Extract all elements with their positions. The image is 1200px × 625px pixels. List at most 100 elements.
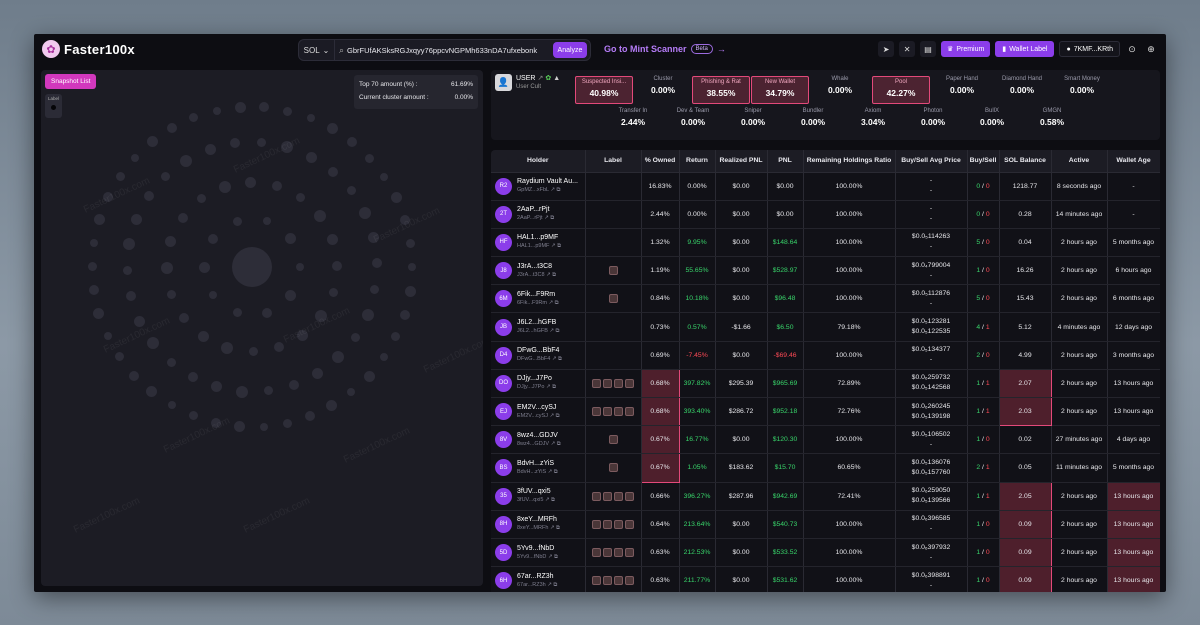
holder-bubble[interactable] (115, 172, 125, 182)
holder-name[interactable]: 2AaP...rPjt (517, 206, 550, 214)
holder-bubble[interactable] (212, 106, 221, 115)
settings-icon[interactable]: ⊙ (1128, 43, 1136, 54)
holder-bubble[interactable] (147, 136, 159, 148)
holder-bubble[interactable] (218, 180, 231, 193)
mint-scanner-link[interactable]: Go to Mint Scanner Beta → (604, 44, 726, 54)
label-tag-icon[interactable] (603, 378, 612, 388)
holder-bubble[interactable] (161, 172, 171, 181)
holder-name[interactable]: 8wz4...GDJV (517, 431, 558, 439)
holder-cell[interactable]: 6H 67ar...RZ3h 67ar...RZ3h ↗ ⧉ (491, 566, 586, 592)
holder-bubble[interactable] (204, 143, 216, 155)
holder-address[interactable]: J6L2...hGFB ↗ ⧉ (517, 328, 560, 335)
app-logo[interactable]: ✿ Faster100x (42, 40, 135, 58)
table-row[interactable]: 6M 6Fik...F9Rm 6Fik...F9Rm ↗ ⧉ 0.84% 10.18% $… (491, 284, 1160, 314)
premium-button[interactable]: ♛ Premium (941, 41, 991, 57)
holder-bubble[interactable] (196, 194, 206, 204)
holder-bubble[interactable] (331, 260, 342, 271)
holder-bubble[interactable] (404, 285, 416, 297)
holder-bubble[interactable] (178, 312, 189, 323)
holder-cell[interactable]: 8V 8wz4...GDJV 8wz4...GDJV ↗ ⧉ (491, 425, 586, 455)
snapshot-list-button[interactable]: Snapshot List (45, 74, 97, 89)
holder-address[interactable]: 5Yv9...fNbD ↗ ⧉ (517, 553, 558, 560)
holder-cell[interactable]: J8 J3rA...t3C8 J3rA...t3C8 ↗ ⧉ (491, 256, 586, 286)
holder-address[interactable]: DFwG...BbF4 ↗ ⧉ (517, 356, 562, 363)
label-tag-icon[interactable] (603, 576, 612, 586)
holder-bubble[interactable] (288, 379, 299, 390)
holder-bubble[interactable] (161, 262, 173, 275)
label-tag-icon[interactable] (625, 491, 634, 501)
holder-bubble[interactable] (332, 351, 345, 364)
holder-cell[interactable]: EJ EM2V...cySJ EM2V...cySJ ↗ ⧉ (491, 397, 586, 427)
holder-bubble[interactable] (326, 123, 338, 135)
holder-bubble[interactable] (146, 337, 159, 350)
table-row[interactable]: JB J6L2...hGFB J6L2...hGFB ↗ ⧉ 0.73% 0.57% -$… (491, 312, 1160, 342)
holder-bubble[interactable] (371, 258, 382, 269)
holder-cell[interactable]: R2 Raydium Vault Au... GpMZ...xFbL ↗ ⧉ (491, 172, 586, 201)
holder-cell[interactable]: 6M 6Fik...F9Rm 6Fik...F9Rm ↗ ⧉ (491, 284, 586, 314)
label-tag-icon[interactable] (614, 491, 623, 501)
holder-name[interactable]: J3rA...t3C8 (517, 262, 553, 270)
column-header[interactable]: Buy/Sell (967, 150, 1000, 173)
label-tag-icon[interactable] (592, 491, 601, 501)
column-header[interactable]: Active (1051, 150, 1108, 173)
holder-name[interactable]: DJjy...J7Po (517, 375, 552, 383)
holder-bubble[interactable] (188, 411, 198, 421)
holder-name[interactable]: 6Fik...F9Rm (517, 290, 556, 298)
holder-cell[interactable]: DO DJjy...J7Po DJjy...J7Po ↗ ⧉ (491, 369, 586, 399)
holder-bubble[interactable] (305, 411, 316, 422)
bubble-map-panel[interactable]: Faster100x.com Faster100x.com Faster100x.c… (41, 70, 483, 586)
holder-address[interactable]: 8xeY...MRFh ↗ ⧉ (517, 525, 560, 532)
holder-bubble[interactable] (89, 238, 98, 247)
holder-bubble[interactable] (285, 233, 297, 245)
holder-bubble[interactable] (380, 173, 389, 182)
holder-bubble[interactable] (245, 176, 257, 188)
holder-bubble[interactable] (379, 353, 388, 362)
holder-bubble[interactable] (180, 154, 193, 167)
holder-bubble[interactable] (405, 239, 415, 249)
holder-bubble[interactable] (232, 247, 272, 287)
column-header[interactable]: Remaining Holdings Ratio (803, 150, 896, 173)
column-header[interactable]: SOL Balance (999, 150, 1052, 173)
holder-cell[interactable]: D4 DFwG...BbF4 DFwG...BbF4 ↗ ⧉ (491, 341, 586, 370)
label-tag-icon[interactable] (603, 548, 612, 558)
holder-bubble[interactable] (328, 287, 338, 297)
holder-bubble[interactable] (259, 422, 268, 431)
holder-cell[interactable]: 5D 5Yv9...fNbD 5Yv9...fNbD ↗ ⧉ (491, 538, 586, 568)
metric-smart-money[interactable]: Smart Money 0.00% (1053, 76, 1111, 95)
holder-name[interactable]: 67ar...RZ3h (517, 572, 554, 580)
holder-bubble[interactable] (93, 308, 105, 320)
holder-bubble[interactable] (281, 141, 294, 154)
holder-bubble[interactable] (363, 370, 375, 382)
holder-name[interactable]: HAL1...p9MF (517, 234, 559, 242)
label-tag-icon[interactable] (614, 548, 623, 558)
holder-bubble[interactable] (327, 166, 338, 177)
holder-bubble[interactable] (326, 400, 338, 412)
holder-bubble[interactable] (129, 370, 140, 381)
telegram-icon[interactable]: ➤ (878, 41, 895, 57)
table-row[interactable]: DO DJjy...J7Po DJjy...J7Po ↗ ⧉ 0.68% 397.82%… (491, 368, 1160, 399)
metric-transfer-in[interactable]: Transfer In 2.44% (604, 108, 662, 127)
holder-bubble[interactable] (189, 113, 199, 123)
holder-bubble[interactable] (346, 186, 356, 196)
holder-bubble[interactable] (315, 309, 328, 322)
metric-axiom[interactable]: Axiom 3.04% (844, 108, 902, 127)
holder-bubble[interactable] (88, 285, 99, 296)
holder-bubble[interactable] (234, 101, 246, 113)
metric-whale[interactable]: Whale 0.00% (811, 76, 869, 95)
holder-bubble[interactable] (391, 332, 401, 342)
table-row[interactable]: J8 J3rA...t3C8 J3rA...t3C8 ↗ ⧉ 1.19% 55.65% $… (491, 256, 1160, 286)
holder-cell[interactable]: JB J6L2...hGFB J6L2...hGFB ↗ ⧉ (491, 312, 586, 342)
holder-bubble[interactable] (314, 210, 327, 223)
holder-address[interactable]: BdvH...zYiS ↗ ⧉ (517, 468, 558, 475)
metric-cluster[interactable]: Cluster 0.00% (634, 76, 692, 95)
table-row[interactable]: D4 DFwG...BbF4 DFwG...BbF4 ↗ ⧉ 0.69% -7.45% $… (491, 341, 1160, 370)
holder-name[interactable]: Raydium Vault Au... (517, 178, 578, 186)
table-row[interactable]: HF HAL1...p9MF HAL1...p9MF ↗ ⧉ 1.32% 9.95% $0… (491, 228, 1160, 258)
holder-bubble[interactable] (272, 180, 283, 191)
metric-photon[interactable]: Photon 0.00% (904, 108, 962, 127)
holder-bubble[interactable] (115, 352, 125, 362)
holder-bubble[interactable] (350, 333, 360, 343)
holder-bubble[interactable] (133, 315, 145, 327)
label-tag-icon[interactable] (603, 407, 612, 417)
holder-bubble[interactable] (297, 329, 309, 341)
